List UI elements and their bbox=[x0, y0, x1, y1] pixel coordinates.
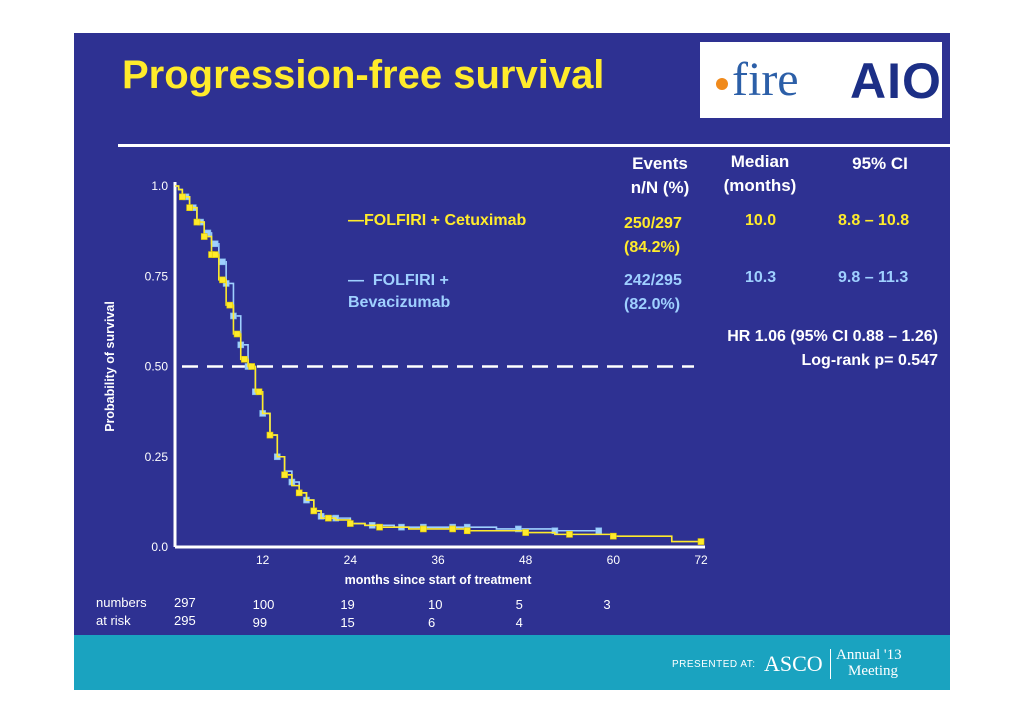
aio-logo: AIO bbox=[850, 53, 942, 109]
censor-mark bbox=[325, 514, 332, 522]
row2-ci: 9.8 – 11.3 bbox=[838, 269, 909, 286]
meeting-label: Meeting bbox=[848, 663, 898, 679]
censor-mark bbox=[211, 240, 219, 248]
censor-mark bbox=[186, 204, 193, 211]
presented-at-label: PRESENTED AT: bbox=[672, 659, 756, 670]
risk-cell: 15 bbox=[340, 615, 355, 630]
events-header: Events n/N (%) bbox=[622, 152, 698, 200]
risk-cell: 297 bbox=[174, 595, 196, 610]
series-line-bevacizumab bbox=[175, 185, 599, 532]
page-title: Progression-free survival bbox=[122, 53, 605, 97]
censor-mark bbox=[233, 330, 241, 338]
hazard-ratio: HR 1.06 (95% CI 0.88 – 1.26) bbox=[727, 328, 938, 345]
censor-mark bbox=[241, 355, 248, 363]
footer-separator bbox=[830, 649, 831, 679]
y-tick-label: 0.50 bbox=[145, 360, 169, 374]
censor-mark bbox=[610, 532, 617, 540]
fire-logo-dot bbox=[716, 77, 728, 90]
risk-cell: 3 bbox=[603, 597, 611, 612]
risk-cell: 10 bbox=[428, 597, 443, 612]
censor-mark bbox=[595, 527, 603, 535]
risk-cell: 19 bbox=[340, 597, 355, 612]
censor-mark bbox=[219, 276, 226, 284]
row1-label: —FOLFIRI + Cetuximab bbox=[348, 212, 527, 229]
risk-label-line2: at risk bbox=[96, 613, 131, 628]
events-header-line1: Events bbox=[632, 154, 688, 173]
footer-bar: PRESENTED AT: ASCO Annual '13 Meeting bbox=[74, 635, 950, 690]
censor-mark bbox=[515, 525, 522, 533]
censor-mark bbox=[226, 301, 234, 309]
y-axis-label: Probability of survival bbox=[103, 301, 117, 432]
censor-mark bbox=[420, 525, 427, 533]
title-divider bbox=[118, 144, 950, 147]
ci-header: 95% CI bbox=[852, 154, 908, 173]
row2-events-pct: (82.0%) bbox=[624, 296, 681, 313]
row1-ci: 8.8 – 10.8 bbox=[838, 212, 910, 229]
row1-median: 10.0 bbox=[745, 212, 777, 229]
series-line-cetuximab bbox=[175, 185, 701, 543]
censor-mark bbox=[295, 489, 303, 497]
censor-mark bbox=[347, 520, 354, 527]
median-header: Median (months) bbox=[715, 150, 805, 198]
chart-axes bbox=[173, 182, 705, 549]
fire-logo-text: fire bbox=[732, 53, 799, 106]
y-tick-label: 0.25 bbox=[145, 450, 169, 464]
chart-labels: 1.0 0.75 0.50 0.25 0.0 12 24 36 48 60 72 months sin… bbox=[103, 179, 708, 587]
km-chart: 1.0 0.75 0.50 0.25 0.0 12 24 36 48 60 72 months sin… bbox=[103, 179, 708, 587]
row2-median: 10.3 bbox=[745, 269, 777, 286]
censor-mark bbox=[449, 525, 456, 533]
x-tick-label: 12 bbox=[256, 553, 270, 567]
logo-box: fire AIO bbox=[700, 42, 942, 118]
censor-mark bbox=[193, 218, 201, 226]
censor-mark bbox=[211, 251, 219, 258]
censor-mark bbox=[255, 388, 263, 396]
logrank-p: Log-rank p= 0.547 bbox=[801, 352, 939, 369]
median-header-line2: (months) bbox=[723, 176, 797, 195]
median-header-line1: Median bbox=[730, 152, 790, 171]
x-tick-label: 60 bbox=[607, 553, 621, 567]
censor-mark bbox=[200, 233, 208, 240]
asco-logo: ASCO bbox=[764, 651, 823, 676]
row1-events: 250/297 (84.2%) bbox=[624, 212, 682, 260]
chart-series bbox=[175, 185, 705, 545]
events-header-line2: n/N (%) bbox=[630, 178, 690, 197]
y-tick-label: 1.0 bbox=[151, 179, 168, 193]
x-axis-label: months since start of treatment bbox=[345, 573, 533, 587]
risk-label-line1: numbers bbox=[96, 595, 147, 610]
y-tick-label: 0.0 bbox=[151, 540, 168, 554]
censor-mark bbox=[266, 431, 274, 439]
risk-cell: 6 bbox=[428, 615, 436, 630]
risk-cell: 99 bbox=[252, 615, 268, 630]
censor-mark bbox=[179, 193, 186, 201]
censor-mark bbox=[219, 258, 226, 266]
risk-cell: 4 bbox=[515, 615, 523, 630]
x-tick-label: 72 bbox=[694, 553, 708, 567]
risk-cell: 100 bbox=[252, 597, 275, 612]
slide: Progression-free survival fire AIO 1.0 0.… bbox=[74, 33, 950, 690]
censor-mark bbox=[522, 529, 529, 536]
row1-events-pct: (84.2%) bbox=[624, 239, 681, 256]
row2-events: 242/295 (82.0%) bbox=[624, 269, 682, 317]
row2-label-line2: Bevacizumab bbox=[348, 294, 451, 311]
annual-label: Annual '13 bbox=[836, 647, 902, 663]
x-tick-label: 24 bbox=[344, 553, 358, 567]
censor-mark bbox=[463, 527, 471, 535]
censor-mark bbox=[248, 363, 256, 370]
x-tick-label: 48 bbox=[519, 553, 533, 567]
censor-mark bbox=[310, 507, 318, 515]
censor-mark bbox=[376, 523, 383, 531]
censor-mark bbox=[566, 531, 573, 538]
row2-label: — FOLFIRI + Bevacizumab bbox=[348, 270, 450, 314]
risk-cell: 295 bbox=[174, 613, 196, 628]
fire-logo: fire bbox=[716, 52, 799, 107]
row2-events-count: 242/295 bbox=[624, 272, 682, 289]
censor-mark bbox=[697, 538, 705, 545]
risk-cell: 5 bbox=[515, 597, 523, 612]
row2-label-line1: — FOLFIRI + bbox=[348, 272, 449, 289]
censor-mark bbox=[281, 471, 288, 479]
row1-events-count: 250/297 bbox=[624, 215, 682, 232]
x-tick-label: 36 bbox=[431, 553, 445, 567]
annual-meeting-label: Annual '13 Meeting bbox=[836, 647, 902, 679]
y-tick-label: 0.75 bbox=[145, 269, 169, 283]
